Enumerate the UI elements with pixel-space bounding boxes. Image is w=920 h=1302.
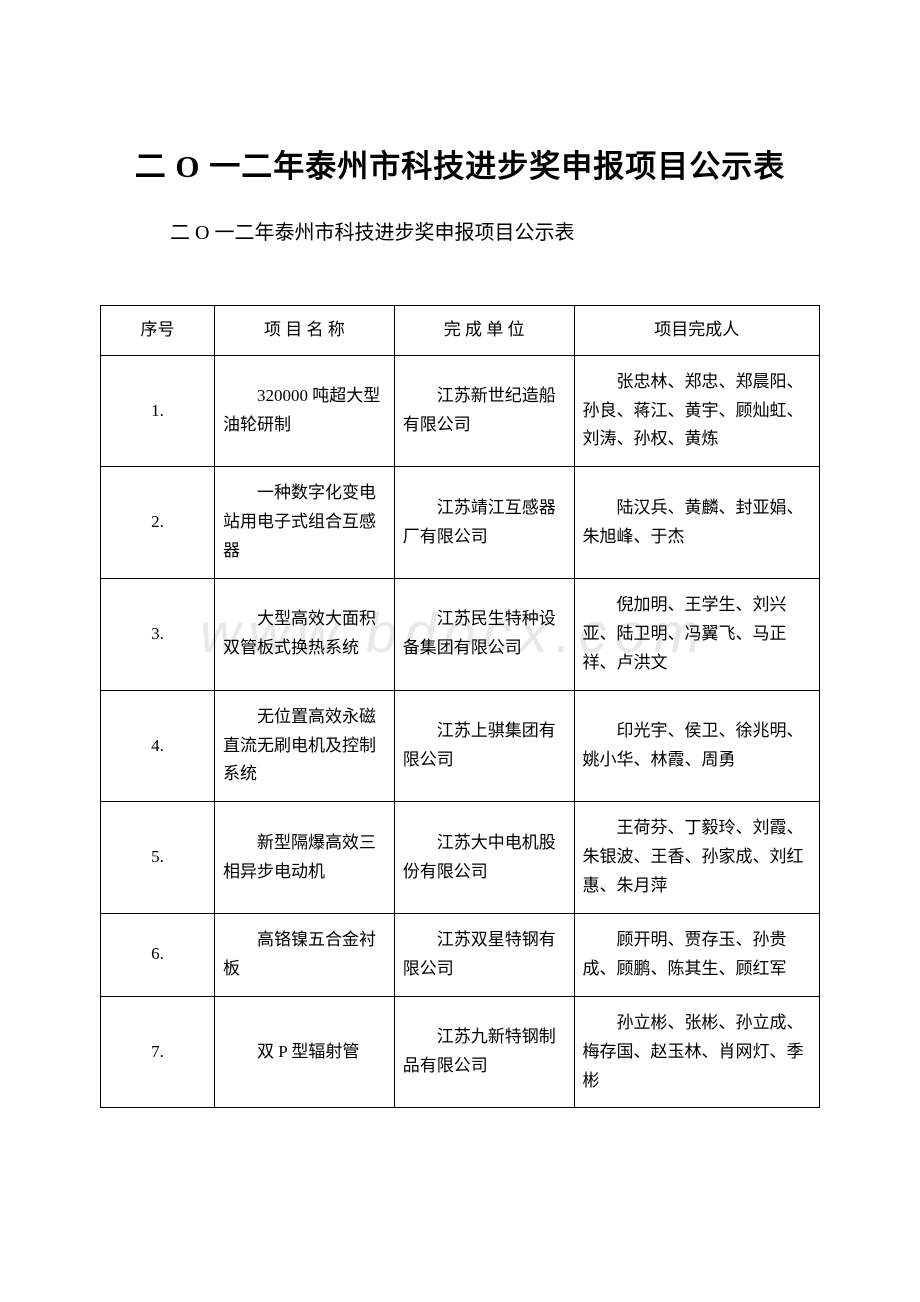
cell-name: 双 P 型辐射管	[215, 996, 395, 1108]
page-container: www.bdocx.com 二 O 一二年泰州市科技进步奖申报项目公示表 二 O…	[0, 0, 920, 1158]
table-row: 3. 大型高效大面积双管板式换热系统 江苏民生特种设备集团有限公司 倪加明、王学…	[101, 579, 820, 691]
cell-unit: 江苏九新特钢制品有限公司	[394, 996, 574, 1108]
header-unit: 完 成 单 位	[394, 305, 574, 355]
cell-seq: 4.	[101, 690, 215, 802]
main-title: 二 O 一二年泰州市科技进步奖申报项目公示表	[100, 141, 820, 186]
table-header-row: 序号 项 目 名 称 完 成 单 位 项目完成人	[101, 305, 820, 355]
cell-unit: 江苏靖江互感器厂有限公司	[394, 467, 574, 579]
cell-person: 倪加明、王学生、刘兴亚、陆卫明、冯翼飞、马正祥、卢洪文	[574, 579, 819, 691]
table-row: 6. 高铬镍五合金衬板 江苏双星特钢有限公司 顾开明、贾存玉、孙贵成、顾鹏、陈其…	[101, 914, 820, 997]
header-person: 项目完成人	[574, 305, 819, 355]
header-name: 项 目 名 称	[215, 305, 395, 355]
cell-seq: 3.	[101, 579, 215, 691]
cell-person: 张忠林、郑忠、郑晨阳、孙良、蒋江、黄宇、顾灿虹、刘涛、孙权、黄炼	[574, 355, 819, 467]
cell-seq: 5.	[101, 802, 215, 914]
cell-person: 顾开明、贾存玉、孙贵成、顾鹏、陈其生、顾红军	[574, 914, 819, 997]
table-row: 2. 一种数字化变电站用电子式组合互感器 江苏靖江互感器厂有限公司 陆汉兵、黄麟…	[101, 467, 820, 579]
cell-person: 王荷芬、丁毅玲、刘霞、朱银波、王香、孙家成、刘红惠、朱月萍	[574, 802, 819, 914]
cell-person: 印光宇、侯卫、徐兆明、姚小华、林霞、周勇	[574, 690, 819, 802]
cell-name: 一种数字化变电站用电子式组合互感器	[215, 467, 395, 579]
cell-name: 高铬镍五合金衬板	[215, 914, 395, 997]
cell-unit: 江苏新世纪造船有限公司	[394, 355, 574, 467]
projects-table: 序号 项 目 名 称 完 成 单 位 项目完成人 1. 320000 吨超大型油…	[100, 305, 820, 1109]
cell-person: 孙立彬、张彬、孙立成、梅存国、赵玉林、肖网灯、季彬	[574, 996, 819, 1108]
cell-unit: 江苏上骐集团有限公司	[394, 690, 574, 802]
table-body: 1. 320000 吨超大型油轮研制 江苏新世纪造船有限公司 张忠林、郑忠、郑晨…	[101, 355, 820, 1108]
cell-seq: 6.	[101, 914, 215, 997]
cell-seq: 7.	[101, 996, 215, 1108]
cell-unit: 江苏民生特种设备集团有限公司	[394, 579, 574, 691]
cell-seq: 1.	[101, 355, 215, 467]
table-row: 5. 新型隔爆高效三相异步电动机 江苏大中电机股份有限公司 王荷芬、丁毅玲、刘霞…	[101, 802, 820, 914]
cell-name: 320000 吨超大型油轮研制	[215, 355, 395, 467]
cell-person: 陆汉兵、黄麟、封亚娟、朱旭峰、于杰	[574, 467, 819, 579]
cell-name: 大型高效大面积双管板式换热系统	[215, 579, 395, 691]
cell-name: 无位置高效永磁直流无刷电机及控制系统	[215, 690, 395, 802]
sub-title: 二 O 一二年泰州市科技进步奖申报项目公示表	[130, 216, 820, 245]
cell-unit: 江苏双星特钢有限公司	[394, 914, 574, 997]
cell-name: 新型隔爆高效三相异步电动机	[215, 802, 395, 914]
header-seq: 序号	[101, 305, 215, 355]
cell-unit: 江苏大中电机股份有限公司	[394, 802, 574, 914]
table-row: 4. 无位置高效永磁直流无刷电机及控制系统 江苏上骐集团有限公司 印光宇、侯卫、…	[101, 690, 820, 802]
table-row: 7. 双 P 型辐射管 江苏九新特钢制品有限公司 孙立彬、张彬、孙立成、梅存国、…	[101, 996, 820, 1108]
cell-seq: 2.	[101, 467, 215, 579]
table-row: 1. 320000 吨超大型油轮研制 江苏新世纪造船有限公司 张忠林、郑忠、郑晨…	[101, 355, 820, 467]
